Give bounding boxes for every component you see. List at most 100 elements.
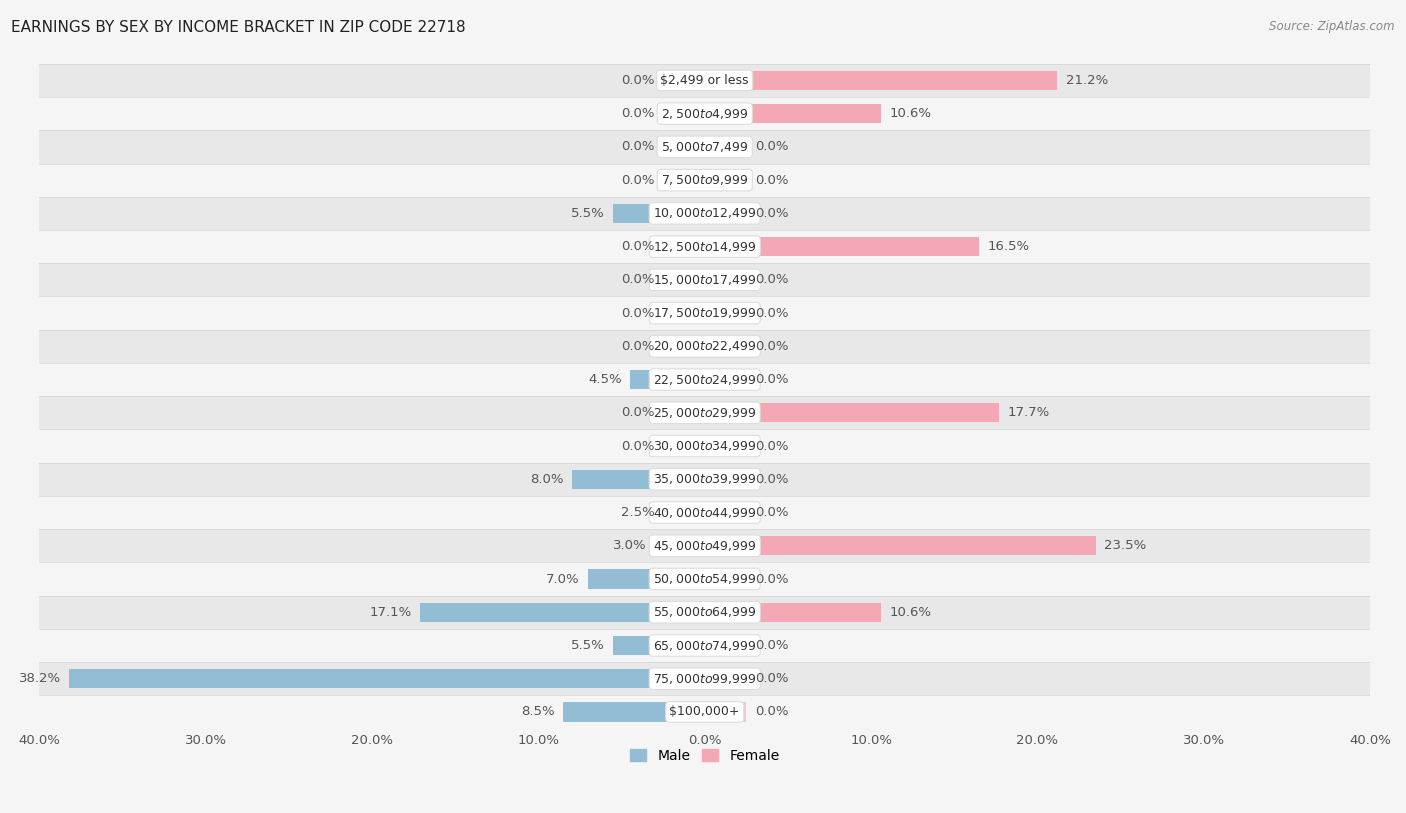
Text: $10,000 to $12,499: $10,000 to $12,499 [652,207,756,220]
Bar [704,602,882,622]
Text: 0.0%: 0.0% [621,240,655,253]
Bar [704,470,747,489]
Bar [664,370,704,389]
Bar [704,237,747,256]
Text: $20,000 to $22,499: $20,000 to $22,499 [652,339,756,354]
Bar [613,204,704,223]
Text: 0.0%: 0.0% [755,672,789,685]
Text: 17.1%: 17.1% [370,606,412,619]
Bar [39,429,1369,463]
Bar [704,71,747,90]
Text: 10.6%: 10.6% [890,107,931,120]
Bar [704,137,747,157]
Text: 0.0%: 0.0% [621,74,655,87]
Bar [39,695,1369,728]
Text: 5.5%: 5.5% [571,207,605,220]
Text: $22,500 to $24,999: $22,500 to $24,999 [652,372,756,386]
Text: 0.0%: 0.0% [755,506,789,519]
Bar [420,602,704,622]
Bar [704,237,979,256]
Text: $75,000 to $99,999: $75,000 to $99,999 [652,672,756,685]
Bar [39,396,1369,429]
Text: 0.0%: 0.0% [755,307,789,320]
Text: $40,000 to $44,999: $40,000 to $44,999 [652,506,756,520]
Text: 0.0%: 0.0% [755,572,789,585]
Text: $30,000 to $34,999: $30,000 to $34,999 [652,439,756,453]
Text: 3.0%: 3.0% [613,539,647,552]
Text: 0.0%: 0.0% [621,307,655,320]
Text: 17.7%: 17.7% [1008,406,1050,420]
Bar [39,662,1369,695]
Text: 0.0%: 0.0% [755,706,789,719]
Bar [39,297,1369,330]
Text: 0.0%: 0.0% [755,141,789,154]
Bar [630,370,704,389]
Text: 0.0%: 0.0% [621,141,655,154]
Text: $50,000 to $54,999: $50,000 to $54,999 [652,572,756,586]
Bar [664,669,704,689]
Bar [664,303,704,323]
Text: 10.6%: 10.6% [890,606,931,619]
Bar [39,496,1369,529]
Bar [664,171,704,189]
Bar [704,536,1095,555]
Bar [664,137,704,157]
Bar [704,204,747,223]
Bar [704,569,747,589]
Bar [664,569,704,589]
Text: $35,000 to $39,999: $35,000 to $39,999 [652,472,756,486]
Text: EARNINGS BY SEX BY INCOME BRACKET IN ZIP CODE 22718: EARNINGS BY SEX BY INCOME BRACKET IN ZIP… [11,20,465,35]
Bar [39,263,1369,297]
Bar [664,403,704,423]
Bar [664,337,704,356]
Bar [613,636,704,655]
Bar [664,237,704,256]
Text: $100,000+: $100,000+ [669,706,740,719]
Bar [664,470,704,489]
Bar [664,71,704,90]
Bar [704,503,747,522]
Text: 0.0%: 0.0% [755,273,789,286]
Bar [664,702,704,722]
Bar [664,104,704,124]
Text: $17,500 to $19,999: $17,500 to $19,999 [652,306,756,320]
Bar [704,71,1057,90]
Bar [39,529,1369,563]
Text: 0.0%: 0.0% [621,406,655,420]
Bar [704,370,747,389]
Text: $15,000 to $17,499: $15,000 to $17,499 [652,273,756,287]
Text: 0.0%: 0.0% [621,340,655,353]
Bar [704,303,747,323]
Text: 23.5%: 23.5% [1104,539,1146,552]
Text: $5,000 to $7,499: $5,000 to $7,499 [661,140,748,154]
Text: 4.5%: 4.5% [588,373,621,386]
Bar [704,702,747,722]
Bar [664,503,704,522]
Text: 7.0%: 7.0% [547,572,581,585]
Text: 0.0%: 0.0% [755,340,789,353]
Bar [39,230,1369,263]
Bar [704,636,747,655]
Text: 0.0%: 0.0% [755,440,789,453]
Bar [39,163,1369,197]
Bar [664,270,704,289]
Bar [588,569,704,589]
Bar [664,636,704,655]
Bar [664,536,704,555]
Text: 16.5%: 16.5% [987,240,1029,253]
Bar [664,602,704,622]
Bar [39,97,1369,130]
Text: $2,499 or less: $2,499 or less [661,74,749,87]
Bar [704,536,747,555]
Bar [704,104,747,124]
Text: Source: ZipAtlas.com: Source: ZipAtlas.com [1270,20,1395,33]
Bar [572,470,704,489]
Text: 0.0%: 0.0% [755,639,789,652]
Bar [39,596,1369,629]
Text: $25,000 to $29,999: $25,000 to $29,999 [654,406,756,420]
Bar [39,563,1369,596]
Bar [704,403,747,423]
Text: 8.5%: 8.5% [522,706,555,719]
Bar [39,197,1369,230]
Bar [704,337,747,356]
